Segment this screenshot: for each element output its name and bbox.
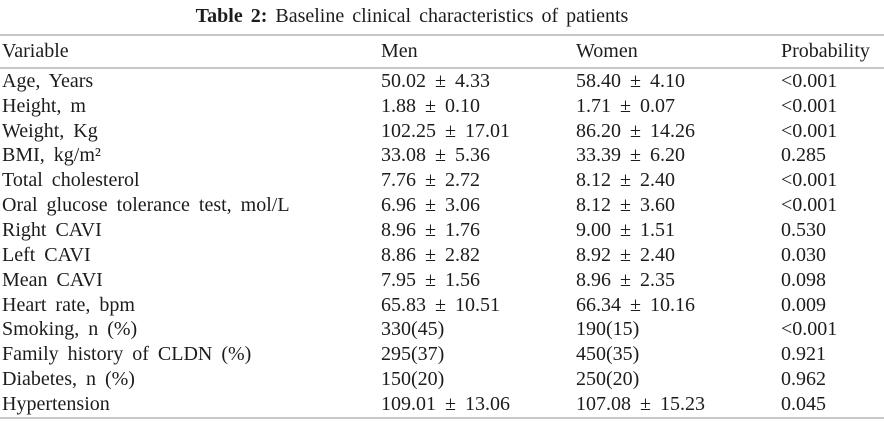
- cell-women: 9.00 ± 1.51: [576, 218, 675, 241]
- cell-women: 8.92 ± 2.40: [576, 243, 675, 266]
- cell-probability: 0.285: [781, 144, 826, 167]
- cell-probability: 0.030: [781, 243, 826, 266]
- cell-men: 8.96 ± 1.76: [381, 218, 480, 241]
- table-row: Family history of CLDN (%) 295(37) 450(35)…: [0, 342, 884, 367]
- cell-men: 6.96 ± 3.06: [381, 194, 480, 217]
- cell-variable: Oral glucose tolerance test, mol/L: [2, 194, 290, 217]
- cell-variable: Weight, Kg: [2, 119, 98, 142]
- table-body: Age, Years 50.02 ± 4.33 58.40 ± 4.10 <0.001…: [0, 68, 884, 418]
- cell-women: 33.39 ± 6.20: [576, 144, 685, 167]
- cell-probability: 0.009: [781, 293, 826, 316]
- cell-men: 295(37): [381, 343, 445, 366]
- table-header-row: Variable Men Women Probability: [0, 35, 884, 69]
- cell-men: 109.01 ± 13.06: [381, 392, 510, 415]
- baseline-characteristics-table: Variable Men Women Probability Age, Year…: [0, 34, 884, 419]
- cell-women: 107.08 ± 15.23: [576, 392, 705, 415]
- column-header-men: Men: [381, 35, 576, 69]
- cell-probability: 0.098: [781, 268, 826, 291]
- cell-men: 7.95 ± 1.56: [381, 268, 480, 291]
- cell-variable: Hypertension: [2, 392, 110, 415]
- cell-probability: 0.921: [781, 343, 826, 366]
- column-header-women: Women: [576, 35, 781, 69]
- table-row: Total cholesterol 7.76 ± 2.72 8.12 ± 2.40 <…: [0, 168, 884, 193]
- cell-variable: Heart rate, bpm: [2, 293, 135, 316]
- cell-men: 50.02 ± 4.33: [381, 69, 490, 92]
- cell-men: 150(20): [381, 368, 445, 391]
- cell-variable: Left CAVI: [2, 243, 91, 266]
- cell-probability: <0.001: [781, 94, 838, 117]
- cell-men: 102.25 ± 17.01: [381, 119, 510, 142]
- cell-variable: Height, m: [2, 94, 86, 117]
- cell-probability: <0.001: [781, 69, 838, 92]
- table-row: Heart rate, bpm 65.83 ± 10.51 66.34 ± 10.1…: [0, 293, 884, 318]
- table-row: Diabetes, n (%) 150(20) 250(20) 0.962: [0, 367, 884, 392]
- cell-variable: Total cholesterol: [2, 169, 140, 192]
- table-caption: Table 2: Baseline clinical characteristic…: [0, 0, 854, 34]
- cell-men: 33.08 ± 5.36: [381, 144, 490, 167]
- column-header-probability: Probability: [781, 35, 884, 69]
- cell-variable: Diabetes, n (%): [2, 368, 135, 391]
- cell-probability: <0.001: [781, 169, 838, 192]
- cell-probability: <0.001: [781, 318, 838, 341]
- cell-variable: Mean CAVI: [2, 268, 103, 291]
- table-row: Height, m 1.88 ± 0.10 1.71 ± 0.07 <0.001: [0, 94, 884, 119]
- cell-men: 1.88 ± 0.10: [381, 94, 480, 117]
- table-row: Left CAVI 8.86 ± 2.82 8.92 ± 2.40 0.030: [0, 243, 884, 268]
- cell-women: 8.96 ± 2.35: [576, 268, 675, 291]
- cell-probability: <0.001: [781, 119, 838, 142]
- cell-women: 190(15): [576, 318, 640, 341]
- cell-women: 8.12 ± 2.40: [576, 169, 675, 192]
- cell-variable: Smoking, n (%): [2, 318, 138, 341]
- cell-variable: BMI, kg/m²: [2, 144, 101, 167]
- table-row: Weight, Kg 102.25 ± 17.01 86.20 ± 14.26 <0.…: [0, 119, 884, 144]
- cell-men: 7.76 ± 2.72: [381, 169, 480, 192]
- cell-women: 58.40 ± 4.10: [576, 69, 685, 92]
- cell-women: 450(35): [576, 343, 640, 366]
- cell-women: 86.20 ± 14.26: [576, 119, 695, 142]
- cell-probability: 0.045: [781, 392, 826, 415]
- cell-variable: Age, Years: [2, 69, 94, 92]
- column-header-variable: Variable: [0, 35, 381, 69]
- cell-women: 8.12 ± 3.60: [576, 194, 675, 217]
- cell-women: 66.34 ± 10.16: [576, 293, 695, 316]
- table-row: Oral glucose tolerance test, mol/L 6.96 ±…: [0, 193, 884, 218]
- cell-probability: 0.530: [781, 218, 826, 241]
- cell-men: 330(45): [381, 318, 445, 341]
- table-caption-text: Baseline clinical characteristics of pat…: [275, 5, 629, 27]
- table-row: Right CAVI 8.96 ± 1.76 9.00 ± 1.51 0.530: [0, 218, 884, 243]
- table-row: Age, Years 50.02 ± 4.33 58.40 ± 4.10 <0.001: [0, 68, 884, 94]
- cell-probability: 0.962: [781, 368, 826, 391]
- cell-men: 8.86 ± 2.82: [381, 243, 480, 266]
- cell-women: 1.71 ± 0.07: [576, 94, 675, 117]
- cell-men: 65.83 ± 10.51: [381, 293, 500, 316]
- table-row: Smoking, n (%) 330(45) 190(15) <0.001: [0, 317, 884, 342]
- cell-variable: Family history of CLDN (%): [2, 343, 252, 366]
- table-row: Mean CAVI 7.95 ± 1.56 8.96 ± 2.35 0.098: [0, 268, 884, 293]
- table-row: Hypertension 109.01 ± 13.06 107.08 ± 15.23…: [0, 392, 884, 418]
- cell-probability: <0.001: [781, 194, 838, 217]
- table-caption-label: Table 2:: [195, 5, 268, 27]
- cell-variable: Right CAVI: [2, 218, 102, 241]
- cell-women: 250(20): [576, 368, 640, 391]
- table-row: BMI, kg/m² 33.08 ± 5.36 33.39 ± 6.20 0.285: [0, 144, 884, 169]
